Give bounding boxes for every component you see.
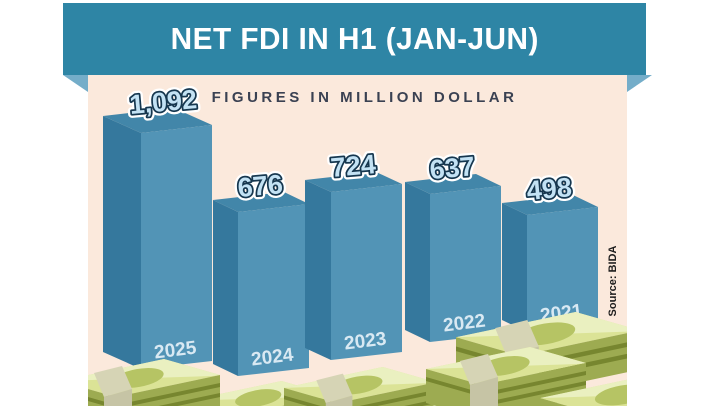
chart-panel: FIGURES IN MILLION DOLLAR 1,092 1,092 1,09… [88, 75, 627, 406]
money-right-face [116, 375, 220, 406]
bar-side-2025 [103, 116, 141, 369]
bar-value-glow-2021: 498 [525, 172, 573, 206]
bar-value-label-2023: 724 [329, 149, 377, 183]
bar-side-2022 [405, 182, 430, 342]
bar-year-label-2024: 2024 [250, 344, 295, 370]
money-bill-stripe [482, 371, 586, 397]
bar-value-outline-2023: 724 [329, 149, 377, 183]
money-seal-oval [594, 384, 627, 406]
banner-fold-left-decoration [63, 75, 88, 92]
money-stacks-illustration [88, 312, 627, 406]
bar-value-label-2022: 637 [428, 151, 476, 185]
bar-front-2024 [238, 204, 309, 376]
money-bill-stripe [426, 377, 482, 397]
chart-title: NET FDI IN H1 (JAN-JUN) [170, 21, 539, 56]
money-bill-stripe [284, 395, 321, 406]
chart-subtitle: FIGURES IN MILLION DOLLAR [211, 89, 518, 106]
bar-value-outline-2025: 1,092 [128, 84, 198, 120]
money-bill-stripe [482, 381, 586, 406]
money-strap-front [104, 389, 132, 406]
bar-year-label-2023: 2023 [343, 329, 388, 355]
bar-value-outline-2022: 637 [428, 151, 476, 185]
bar-top-2021 [502, 195, 598, 215]
bar-year-label-2022: 2022 [442, 311, 487, 337]
money-strap-front [325, 395, 353, 406]
money-stack [284, 367, 437, 406]
title-banner: NET FDI IN H1 (JAN-JUN) [63, 3, 646, 75]
bar-value-label-2024: 676 [236, 169, 284, 203]
bar-top-2023 [305, 172, 402, 192]
bar-side-2021 [502, 203, 527, 332]
bar-front-2021 [527, 207, 598, 332]
bar-year-label-2025: 2025 [153, 337, 198, 363]
money-bill-stripe [116, 383, 220, 406]
bar-value-outline-2021: 498 [525, 172, 573, 206]
bar-value-label-2025: 1,092 [128, 84, 198, 120]
money-right-face [337, 382, 437, 406]
money-strap-front [470, 377, 498, 406]
bar-value-label-2021: 498 [525, 172, 573, 206]
money-seal-oval [235, 389, 282, 406]
bar-front-2025 [141, 125, 212, 369]
bar-side-2023 [305, 180, 331, 360]
source-credit: Source: BIDA [607, 245, 619, 317]
fdi-bar-chart: 1,0921,0921,0922025676676676202472472472… [103, 80, 598, 376]
bar-front-2022 [430, 186, 501, 342]
money-strap-top [94, 366, 132, 397]
money-stack [88, 359, 220, 406]
money-strap-top [316, 373, 353, 404]
bar-top-2024 [213, 192, 309, 212]
money-bill-stripe [158, 393, 220, 406]
bar-front-2023 [331, 184, 402, 360]
bar-value-outline-2024: 676 [236, 169, 284, 203]
bar-top-2022 [405, 174, 501, 194]
money-strap-top [460, 354, 498, 385]
money-strap-top [495, 320, 539, 356]
banner-fold-right-decoration [627, 75, 652, 92]
bar-side-2024 [213, 200, 238, 376]
bar-top-2025 [103, 108, 212, 133]
